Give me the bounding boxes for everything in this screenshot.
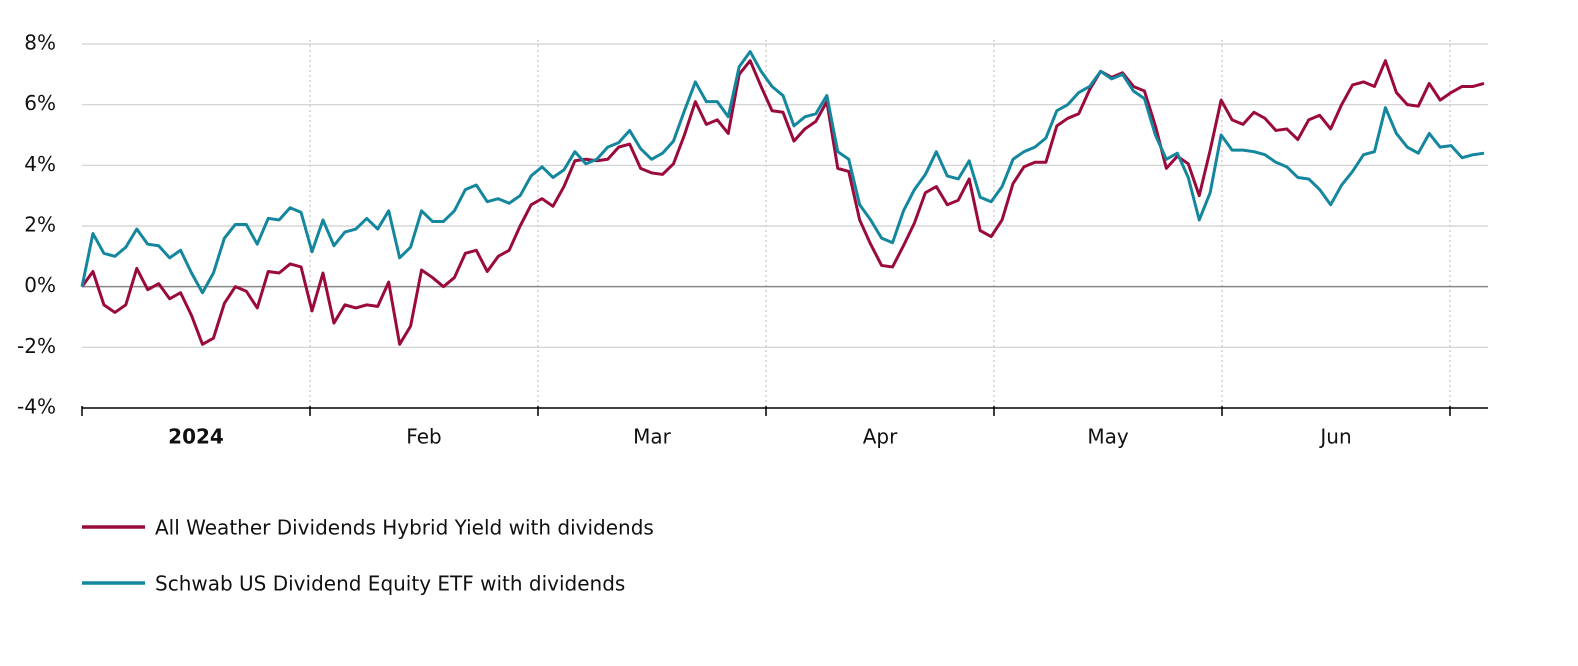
y-tick-label: -2% [17,334,56,358]
x-tick-label: 2024 [168,425,224,449]
legend-label: Schwab US Dividend Equity ETF with divid… [155,572,625,596]
x-tick-label: Apr [863,425,898,449]
series-line [80,50,1485,295]
legend-label: All Weather Dividends Hybrid Yield with … [155,516,654,540]
x-tick-label: Jun [1318,425,1351,449]
y-tick-label: 2% [24,213,56,237]
y-tick-label: 0% [24,273,56,297]
y-tick-label: -4% [17,395,56,419]
x-tick-label: May [1087,425,1129,449]
x-tick-label: Mar [633,425,672,449]
series-line [80,59,1485,346]
y-tick-label: 8% [24,31,56,55]
y-tick-label: 4% [24,152,56,176]
x-tick-label: Feb [406,425,441,449]
y-tick-label: 6% [24,91,56,115]
